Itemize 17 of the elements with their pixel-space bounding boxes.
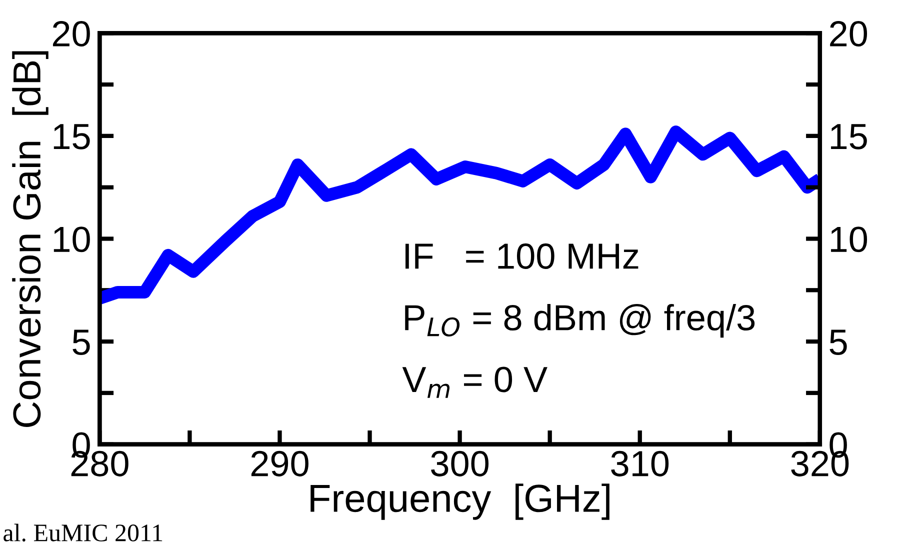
y-tick-label: 15 bbox=[54, 124, 90, 150]
annotation: V$_{m}$ = 0 V bbox=[402, 366, 548, 398]
x-tick-label: 300 bbox=[431, 450, 489, 476]
y-axis-title: Conversion Gain [dB] bbox=[12, 51, 48, 427]
y2-tick-label: 10 bbox=[831, 226, 868, 252]
x-tick-label: 290 bbox=[251, 450, 308, 476]
y-tick-label: 10 bbox=[54, 226, 90, 252]
y2-tick-label: 20 bbox=[830, 20, 868, 47]
x-axis-title: Frequency [GHz] bbox=[310, 484, 610, 520]
y-tick-label: 5 bbox=[72, 330, 90, 355]
annotation: P$_{LO}$ = 8 dBm @ freq/3 bbox=[405, 304, 755, 338]
y-tick-label: 20 bbox=[52, 20, 90, 47]
y2-tick-label: 15 bbox=[831, 124, 867, 150]
x-tick-label: 310 bbox=[611, 450, 669, 476]
y2-tick-label: 5 bbox=[830, 330, 847, 355]
annotation: IF = 100 MHz bbox=[406, 243, 638, 269]
text: al. EuMIC 2011 bbox=[4, 524, 162, 542]
